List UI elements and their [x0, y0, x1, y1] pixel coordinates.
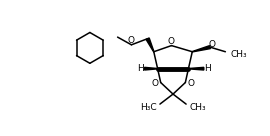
Text: CH₃: CH₃: [230, 50, 247, 59]
Text: O: O: [152, 79, 159, 88]
Polygon shape: [192, 46, 210, 52]
Text: H₃C: H₃C: [140, 103, 157, 112]
Polygon shape: [144, 67, 158, 70]
Polygon shape: [188, 67, 204, 70]
Text: O: O: [168, 37, 175, 46]
Polygon shape: [146, 38, 154, 52]
Text: H: H: [204, 64, 211, 73]
Text: O: O: [187, 79, 194, 88]
Text: CH₃: CH₃: [189, 103, 206, 112]
Text: O: O: [127, 36, 134, 45]
Text: O: O: [208, 40, 215, 49]
Text: H: H: [137, 64, 144, 73]
